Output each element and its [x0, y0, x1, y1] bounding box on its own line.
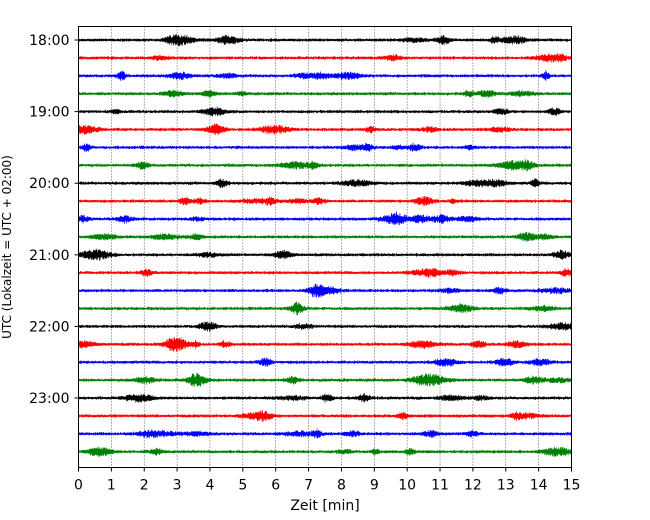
- x-tick-label-9: 9: [370, 478, 379, 494]
- x-tick-label-7: 7: [304, 478, 313, 494]
- x-tick-label-12: 12: [464, 478, 482, 494]
- x-tick-label-15: 15: [563, 478, 581, 494]
- plot-frame: [78, 26, 572, 468]
- y-tick-label-21:00: 21:00: [29, 248, 69, 264]
- trace-2200: [78, 321, 572, 332]
- trace-2100: [78, 248, 572, 261]
- trace-2230: [78, 357, 572, 367]
- y-tick-label-19:00: 19:00: [29, 105, 69, 121]
- trace-2300: [78, 393, 572, 403]
- x-tick-label-3: 3: [173, 478, 182, 494]
- x-axis-ticks: 0 1 2 3 4 5 6 7 8 9 10 11 12 13 14 15: [74, 467, 581, 494]
- x-axis-label: Zeit [min]: [290, 498, 359, 514]
- x-tick-label-14: 14: [530, 478, 548, 494]
- x-tick-label-4: 4: [206, 478, 215, 494]
- x-tick-label-11: 11: [431, 478, 449, 494]
- x-tick-label-10: 10: [398, 478, 416, 494]
- trace-2045: [78, 232, 572, 243]
- trace-1915: [78, 123, 572, 136]
- seismic-traces: [78, 34, 572, 458]
- y-tick-label-18:00: 18:00: [29, 33, 69, 49]
- x-tick-label-0: 0: [74, 478, 83, 494]
- x-tick-label-8: 8: [337, 478, 346, 494]
- x-tick-label-6: 6: [271, 478, 280, 494]
- trace-1900: [78, 106, 572, 117]
- trace-2000: [78, 178, 572, 189]
- trace-2130: [78, 283, 572, 298]
- x-tick-label-13: 13: [497, 478, 515, 494]
- trace-1815: [78, 53, 572, 63]
- trace-1845: [78, 89, 572, 99]
- y-tick-label-20:00: 20:00: [29, 176, 69, 192]
- y-axis-label: UTC (Lokalzeit = UTC + 02:00): [0, 155, 14, 339]
- trace-2245: [78, 372, 572, 387]
- trace-2345: [78, 446, 572, 458]
- x-tick-label-5: 5: [238, 478, 247, 494]
- trace-1945: [78, 159, 572, 172]
- trace-2215: [78, 337, 572, 352]
- trace-2330: [78, 428, 572, 439]
- trace-2015: [78, 196, 572, 207]
- trace-2115: [78, 267, 572, 278]
- trace-2145: [78, 301, 572, 316]
- trace-1800: [78, 34, 572, 47]
- trace-2315: [78, 409, 572, 422]
- x-tick-label-1: 1: [107, 478, 116, 494]
- trace-1930: [78, 142, 572, 152]
- y-axis-ticks: 18:00 19:00 20:00 21:00 22:00 23:00: [29, 33, 79, 407]
- trace-1830: [78, 70, 572, 81]
- y-tick-label-22:00: 22:00: [29, 319, 69, 335]
- x-tick-label-2: 2: [140, 478, 149, 494]
- trace-2030: [78, 211, 572, 226]
- y-tick-label-23:00: 23:00: [29, 391, 69, 407]
